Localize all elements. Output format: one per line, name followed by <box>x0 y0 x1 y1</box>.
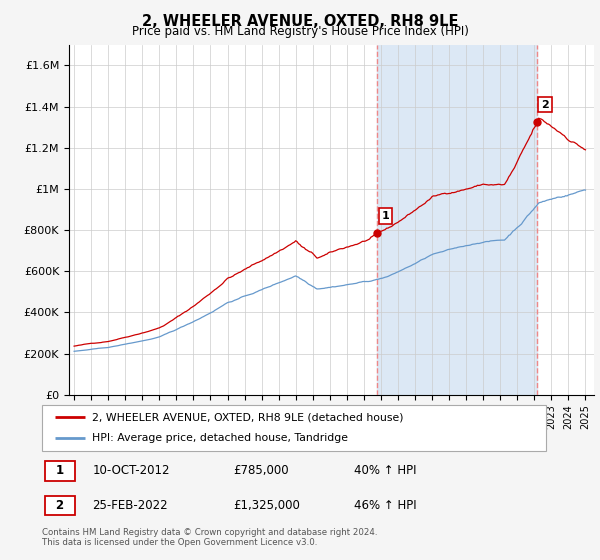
FancyBboxPatch shape <box>44 461 75 480</box>
Text: HPI: Average price, detached house, Tandridge: HPI: Average price, detached house, Tand… <box>92 433 349 444</box>
Text: 2: 2 <box>56 499 64 512</box>
Text: 40% ↑ HPI: 40% ↑ HPI <box>355 464 417 478</box>
Text: Contains HM Land Registry data © Crown copyright and database right 2024.
This d: Contains HM Land Registry data © Crown c… <box>42 528 377 547</box>
Text: 2, WHEELER AVENUE, OXTED, RH8 9LE (detached house): 2, WHEELER AVENUE, OXTED, RH8 9LE (detac… <box>92 412 404 422</box>
Bar <box>377 45 537 395</box>
Text: 46% ↑ HPI: 46% ↑ HPI <box>355 499 417 512</box>
Text: 1: 1 <box>382 211 389 221</box>
Text: 2: 2 <box>541 100 549 110</box>
Text: Price paid vs. HM Land Registry's House Price Index (HPI): Price paid vs. HM Land Registry's House … <box>131 25 469 38</box>
Text: 25-FEB-2022: 25-FEB-2022 <box>92 499 168 512</box>
Text: 1: 1 <box>56 464 64 478</box>
Text: £785,000: £785,000 <box>233 464 289 478</box>
FancyBboxPatch shape <box>42 405 546 451</box>
FancyBboxPatch shape <box>44 496 75 515</box>
Text: 10-OCT-2012: 10-OCT-2012 <box>92 464 170 478</box>
Text: £1,325,000: £1,325,000 <box>233 499 301 512</box>
Text: 2, WHEELER AVENUE, OXTED, RH8 9LE: 2, WHEELER AVENUE, OXTED, RH8 9LE <box>142 14 458 29</box>
